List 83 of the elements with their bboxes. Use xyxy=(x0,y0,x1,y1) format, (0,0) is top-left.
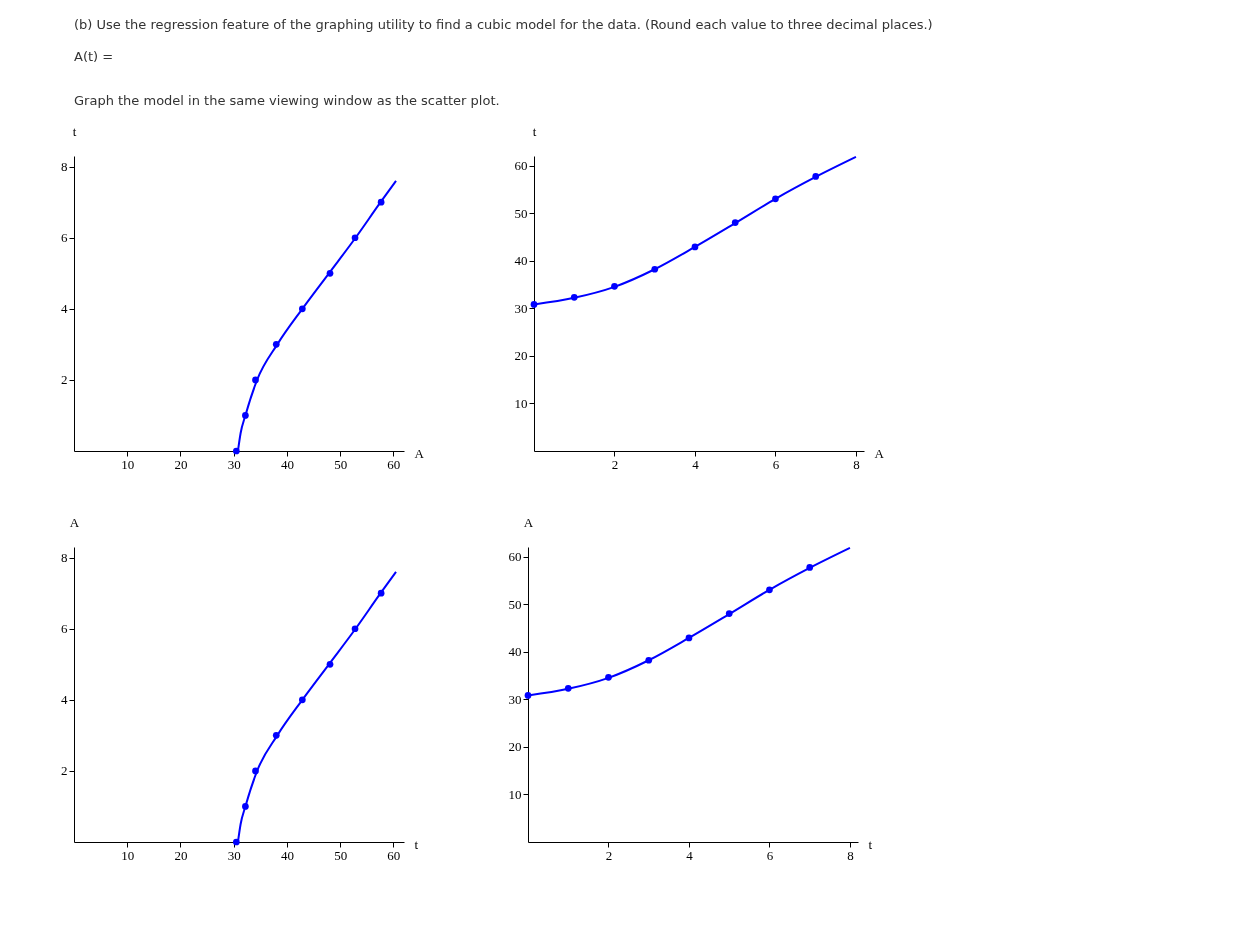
y-tick-label: 50 xyxy=(514,205,528,221)
y-tick-label: 40 xyxy=(514,253,528,269)
point xyxy=(377,198,385,206)
point xyxy=(691,243,699,251)
point xyxy=(685,634,693,642)
point xyxy=(351,625,359,633)
point xyxy=(298,696,306,704)
point xyxy=(530,301,538,308)
y-tick-label: 6 xyxy=(61,621,68,637)
x-tick-label: 4 xyxy=(692,456,700,472)
y-tick-label: 60 xyxy=(508,549,522,565)
x-axis-title: t xyxy=(868,836,873,852)
y-tick-label: 40 xyxy=(508,644,522,660)
point xyxy=(725,610,733,617)
y-tick-label: 30 xyxy=(508,691,522,707)
y-tick-label: 6 xyxy=(61,230,68,246)
x-tick-label: 8 xyxy=(853,456,860,472)
y-tick-label: 20 xyxy=(508,739,522,755)
y-axis-title: A xyxy=(523,514,534,530)
point xyxy=(272,341,280,348)
x-axis-title: A xyxy=(414,445,425,461)
point xyxy=(232,838,240,846)
y-tick-label: 10 xyxy=(508,786,522,802)
y-tick-label: 60 xyxy=(514,158,528,174)
x-tick-label: 6 xyxy=(766,847,774,863)
text: A(t) = xyxy=(74,49,114,64)
point xyxy=(524,692,532,699)
text: Graph the model in the same viewing window as the scatter plot. xyxy=(74,93,500,108)
point xyxy=(232,447,240,455)
point xyxy=(252,376,259,384)
y-tick-label: 50 xyxy=(508,596,522,612)
x-tick-label: 20 xyxy=(174,456,188,472)
x-tick-label: 50 xyxy=(334,456,348,472)
x-tick-label: 10 xyxy=(121,456,135,472)
x-tick-label: 4 xyxy=(686,847,694,863)
x-tick-label: 6 xyxy=(772,456,780,472)
point xyxy=(326,660,334,668)
y-tick-label: 8 xyxy=(61,159,68,175)
x-tick-label: 30 xyxy=(227,847,241,863)
y-tick-label: 2 xyxy=(61,372,68,388)
point xyxy=(272,732,280,739)
point xyxy=(766,586,773,594)
x-tick-label: 60 xyxy=(387,456,401,472)
x-tick-label: 30 xyxy=(227,456,241,472)
point xyxy=(731,219,739,226)
y-tick-label: 30 xyxy=(514,300,528,316)
x-axis-title: A xyxy=(874,445,885,461)
y-tick-label: 20 xyxy=(514,348,528,364)
point xyxy=(326,269,334,277)
x-tick-label: 10 xyxy=(121,847,135,863)
x-axis-title: t xyxy=(414,836,419,852)
y-tick-label: 8 xyxy=(61,550,68,566)
point xyxy=(351,234,359,242)
y-tick-label: 2 xyxy=(61,763,68,779)
point xyxy=(298,305,306,313)
x-tick-label: 2 xyxy=(611,456,619,472)
y-axis-title: t xyxy=(532,123,537,139)
point xyxy=(772,195,779,203)
point xyxy=(645,656,653,664)
y-tick-label: 4 xyxy=(61,692,68,708)
point xyxy=(605,674,612,681)
point xyxy=(377,589,385,597)
x-tick-label: 40 xyxy=(280,847,294,863)
x-tick-label: 40 xyxy=(280,456,294,472)
x-tick-label: 2 xyxy=(605,847,613,863)
x-tick-label: 50 xyxy=(334,847,348,863)
text: (b) Use the regression feature of the graphing utility to find a cubic model for the data. (Round each value to three decimal places.) xyxy=(74,17,933,32)
point xyxy=(806,564,814,571)
point xyxy=(252,767,259,775)
y-tick-label: 10 xyxy=(514,395,528,411)
point xyxy=(651,265,659,273)
point xyxy=(242,803,249,810)
point xyxy=(564,684,572,692)
x-tick-label: 20 xyxy=(174,847,188,863)
x-tick-label: 60 xyxy=(387,847,401,863)
point xyxy=(242,412,249,419)
y-axis-title: A xyxy=(69,514,80,530)
x-tick-label: 8 xyxy=(847,847,854,863)
y-tick-label: 4 xyxy=(61,301,68,317)
point xyxy=(812,173,820,180)
point xyxy=(611,283,618,290)
point xyxy=(570,293,578,301)
y-axis-title: t xyxy=(72,123,77,139)
